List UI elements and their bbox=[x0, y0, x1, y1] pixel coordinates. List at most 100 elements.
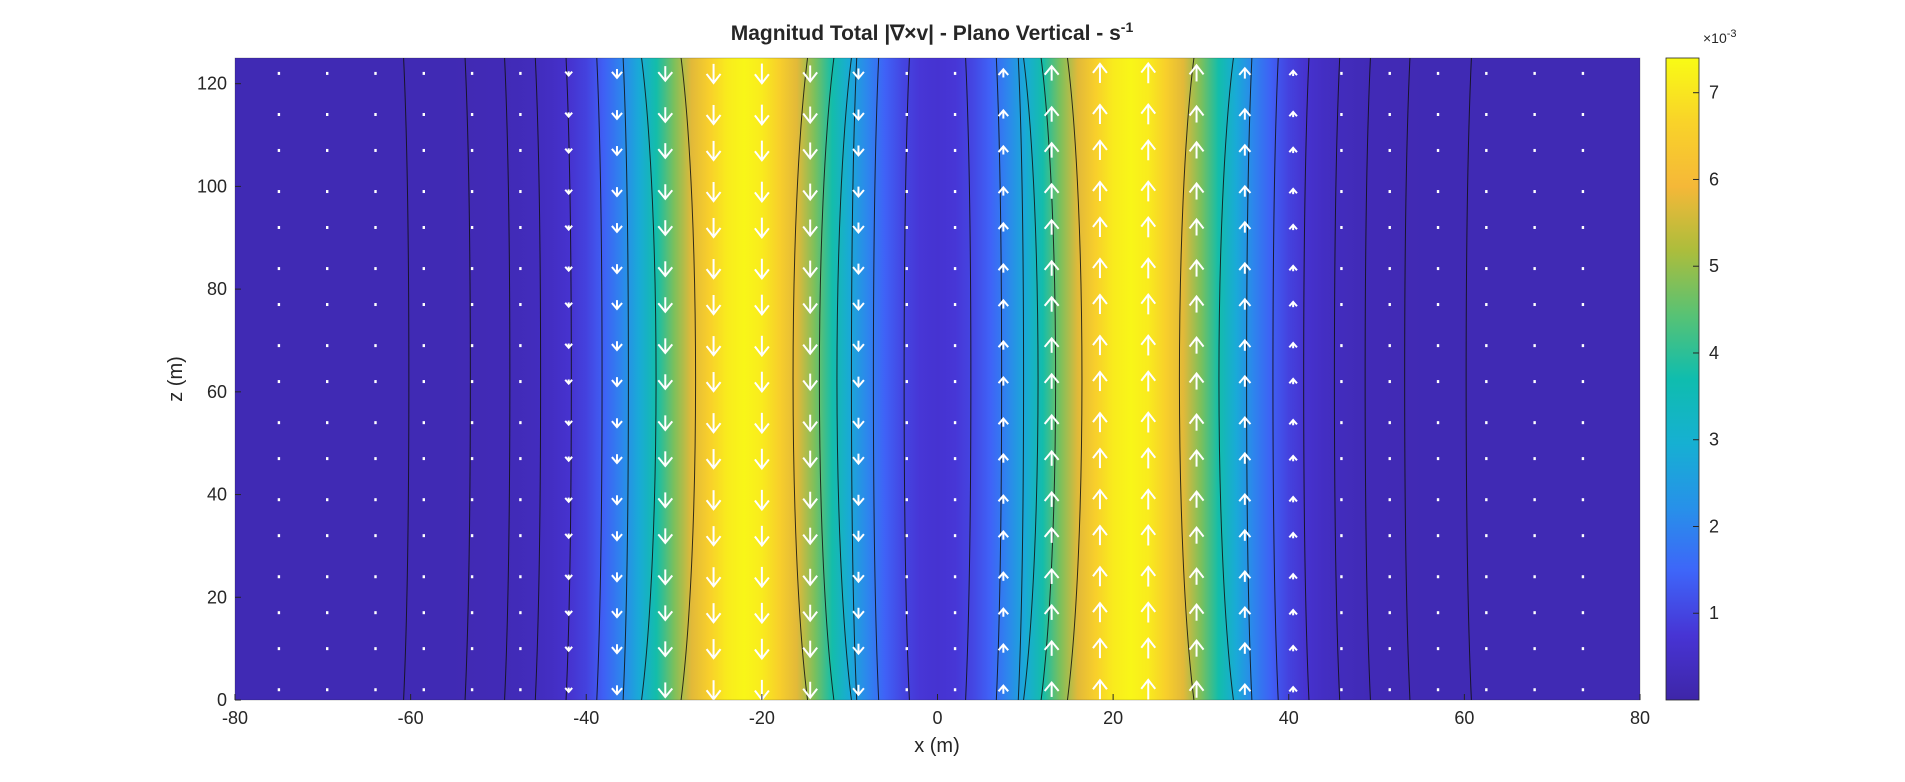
velocity-arrow bbox=[1092, 565, 1108, 587]
velocity-arrow bbox=[519, 647, 522, 651]
velocity-arrow bbox=[905, 534, 908, 538]
velocity-arrow bbox=[1340, 457, 1343, 461]
velocity-arrow bbox=[1436, 267, 1440, 271]
velocity-arrow bbox=[754, 412, 770, 435]
velocity-arrow bbox=[1485, 575, 1488, 579]
velocity-arrow bbox=[997, 453, 1009, 463]
velocity-arrow bbox=[422, 457, 425, 461]
velocity-arrow bbox=[754, 638, 770, 661]
contour-line bbox=[504, 58, 511, 700]
velocity-arrow bbox=[1388, 112, 1391, 116]
velocity-arrow bbox=[611, 454, 623, 465]
velocity-arrow bbox=[1140, 61, 1157, 84]
velocity-arrow bbox=[1485, 688, 1488, 692]
velocity-arrow bbox=[1485, 267, 1488, 271]
velocity-arrow bbox=[326, 611, 329, 615]
velocity-arrow bbox=[326, 380, 329, 384]
contour-lines bbox=[403, 58, 1472, 700]
velocity-arrow bbox=[1188, 181, 1205, 200]
y-tick-label: 60 bbox=[207, 382, 227, 402]
velocity-arrow bbox=[754, 63, 770, 85]
velocity-arrow bbox=[1140, 565, 1157, 587]
velocity-arrow bbox=[1238, 261, 1252, 274]
velocity-arrow bbox=[1533, 647, 1536, 651]
velocity-arrow bbox=[953, 303, 957, 307]
velocity-arrow bbox=[905, 647, 908, 651]
velocity-arrow bbox=[1485, 303, 1488, 307]
colorbar-tick-label: 4 bbox=[1709, 343, 1719, 363]
velocity-arrow bbox=[1533, 611, 1536, 615]
contour-line bbox=[464, 58, 471, 700]
velocity-arrow bbox=[1092, 488, 1108, 510]
velocity-arrow bbox=[852, 453, 865, 466]
velocity-arrow bbox=[564, 112, 573, 119]
velocity-arrow bbox=[1238, 297, 1252, 310]
velocity-arrow bbox=[997, 607, 1009, 617]
velocity-arrow bbox=[997, 108, 1009, 119]
velocity-arrow bbox=[1485, 534, 1488, 538]
velocity-arrow bbox=[1140, 678, 1157, 700]
velocity-arrow bbox=[852, 684, 865, 697]
velocity-arrow bbox=[1288, 418, 1298, 426]
velocity-arrow bbox=[1238, 528, 1252, 541]
velocity-arrow bbox=[1388, 611, 1391, 615]
velocity-arrow bbox=[1140, 257, 1157, 279]
velocity-arrow bbox=[705, 336, 722, 357]
velocity-arrow bbox=[1043, 295, 1060, 312]
y-tick-label: 20 bbox=[207, 587, 227, 607]
velocity-arrow bbox=[1436, 71, 1440, 75]
velocity-arrow bbox=[852, 376, 865, 389]
velocity-arrow bbox=[1436, 303, 1440, 307]
velocity-arrow bbox=[953, 380, 957, 384]
velocity-arrow bbox=[1043, 413, 1060, 430]
velocity-arrow bbox=[1581, 575, 1585, 579]
velocity-arrow bbox=[1436, 225, 1440, 229]
velocity-arrow bbox=[802, 450, 818, 469]
velocity-arrow bbox=[997, 67, 1009, 78]
velocity-arrow bbox=[277, 498, 281, 502]
velocity-arrow bbox=[802, 640, 818, 659]
velocity-arrow bbox=[564, 497, 573, 504]
velocity-arrow bbox=[1533, 380, 1536, 384]
velocity-arrow bbox=[277, 225, 281, 229]
velocity-arrow bbox=[1238, 66, 1252, 79]
velocity-arrow bbox=[905, 344, 908, 348]
velocity-arrow bbox=[705, 603, 722, 624]
velocity-arrow bbox=[997, 375, 1009, 386]
velocity-arrow bbox=[1238, 492, 1252, 505]
contour-line bbox=[1178, 58, 1195, 700]
velocity-arrow bbox=[1288, 685, 1298, 693]
velocity-arrow bbox=[852, 68, 865, 80]
velocity-arrow bbox=[1533, 457, 1536, 461]
velocity-arrow bbox=[1581, 303, 1585, 307]
velocity-arrow bbox=[564, 343, 573, 350]
velocity-arrow bbox=[997, 643, 1009, 653]
velocity-arrow bbox=[1581, 534, 1585, 538]
colorbar-tick-label: 7 bbox=[1709, 83, 1719, 103]
velocity-arrow bbox=[374, 190, 377, 194]
velocity-arrow bbox=[519, 457, 522, 461]
velocity-arrow bbox=[905, 225, 908, 229]
contour-line bbox=[1017, 58, 1025, 700]
velocity-arrow bbox=[1043, 567, 1060, 584]
velocity-arrow bbox=[1436, 611, 1440, 615]
velocity-arrow bbox=[374, 380, 377, 384]
velocity-arrow bbox=[1340, 148, 1343, 152]
contour-line bbox=[1404, 58, 1411, 700]
contour-line bbox=[965, 58, 972, 700]
velocity-arrow bbox=[470, 303, 474, 307]
velocity-arrow bbox=[997, 262, 1009, 273]
velocity-arrow bbox=[1388, 380, 1391, 384]
velocity-arrow bbox=[422, 190, 425, 194]
velocity-arrow bbox=[1140, 293, 1157, 315]
velocity-arrow bbox=[326, 190, 329, 194]
velocity-arrow bbox=[657, 220, 674, 237]
velocity-arrow bbox=[1581, 148, 1585, 152]
velocity-arrow bbox=[905, 575, 908, 579]
velocity-arrow bbox=[611, 110, 623, 121]
velocity-arrow bbox=[1533, 344, 1536, 348]
velocity-arrow bbox=[422, 421, 425, 425]
velocity-arrow bbox=[905, 303, 908, 307]
velocity-arrow bbox=[1238, 451, 1252, 464]
